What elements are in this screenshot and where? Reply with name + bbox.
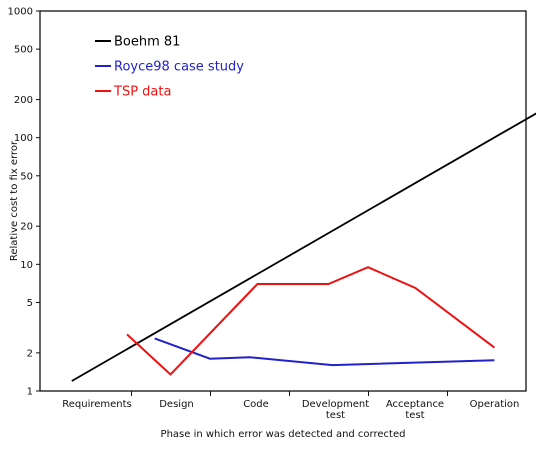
y-tick-label: 1 bbox=[27, 387, 33, 398]
x-axis-title: Phase in which error was detected and co… bbox=[161, 429, 406, 440]
x-category-label: Code bbox=[243, 399, 269, 410]
legend-label: Boehm 81 bbox=[114, 35, 180, 50]
y-tick-label: 20 bbox=[20, 222, 33, 233]
y-tick-label: 5 bbox=[27, 298, 33, 309]
series-line-boehm-81 bbox=[72, 94, 536, 381]
x-category-label: Design bbox=[159, 399, 194, 410]
y-tick-label: 50 bbox=[20, 171, 33, 182]
legend-label: TSP data bbox=[113, 85, 171, 100]
x-category-label: Acceptance test bbox=[386, 399, 444, 421]
x-category-label: Operation bbox=[470, 399, 520, 410]
series-line-royce98-case-study bbox=[155, 338, 495, 365]
series-layer bbox=[72, 94, 536, 381]
y-tick-label: 2 bbox=[27, 348, 33, 359]
legend-label: Royce98 case study bbox=[114, 60, 244, 75]
series-line-tsp-data bbox=[127, 267, 494, 374]
y-tick-label: 200 bbox=[14, 95, 33, 106]
y-axis-title: Relative cost to fix error bbox=[9, 140, 20, 261]
x-category-label: Development test bbox=[302, 399, 369, 421]
y-tick-label: 1000 bbox=[8, 7, 33, 18]
y-tick-label: 500 bbox=[14, 45, 33, 56]
legend: Boehm 81 Royce98 case study TSP data bbox=[95, 35, 244, 100]
plot-frame bbox=[40, 11, 526, 391]
x-category-label: Requirements bbox=[62, 399, 132, 410]
y-tick-label: 10 bbox=[20, 260, 33, 271]
x-axis: Requirements Design Code Development test Acc… bbox=[62, 391, 519, 421]
